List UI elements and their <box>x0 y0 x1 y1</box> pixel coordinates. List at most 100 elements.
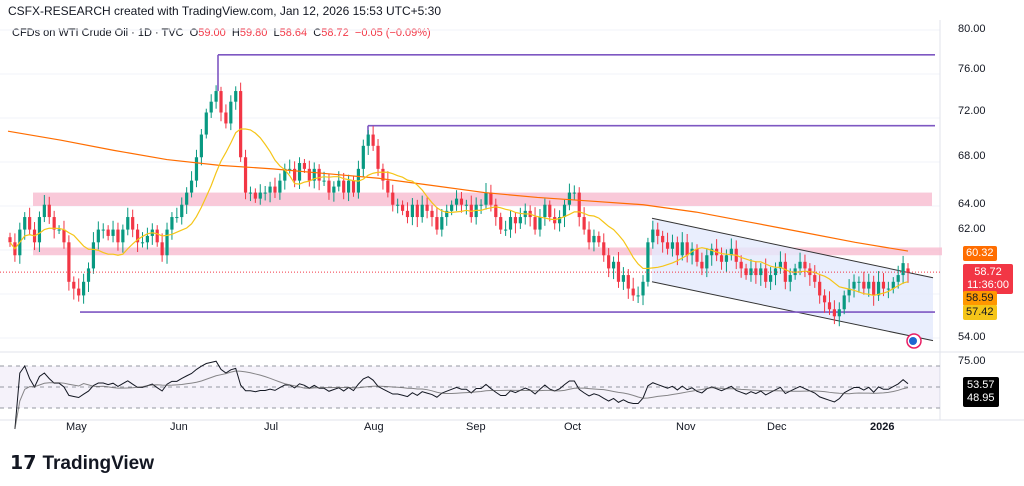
price-tick: 62.00 <box>958 222 986 235</box>
candle <box>101 229 105 231</box>
candle <box>621 275 625 282</box>
candle <box>111 229 115 236</box>
candle <box>420 204 424 218</box>
candle <box>288 168 292 170</box>
last-price-label: 58.72 11:36:00 <box>963 264 1014 294</box>
candle <box>818 281 822 296</box>
candle <box>415 204 419 218</box>
candle <box>695 248 699 262</box>
price-tick: 54.00 <box>958 330 986 343</box>
candle <box>739 261 743 269</box>
candle <box>307 168 311 181</box>
candle <box>96 229 100 243</box>
candle <box>504 229 508 231</box>
candle <box>351 180 356 193</box>
candle <box>626 275 630 289</box>
candle <box>77 288 81 296</box>
candle <box>263 192 267 194</box>
candle <box>764 268 768 282</box>
candle <box>189 180 194 193</box>
candle <box>47 204 51 218</box>
rsi-line <box>14 360 909 430</box>
candle <box>209 101 213 113</box>
resistance-zone <box>33 192 932 206</box>
candle <box>283 168 287 181</box>
rsi-ma-value: 48.95 <box>967 392 995 404</box>
candle <box>587 229 591 243</box>
candle <box>322 180 326 182</box>
candle <box>656 229 660 236</box>
candle <box>23 217 27 230</box>
candle <box>876 281 881 296</box>
candle <box>342 180 346 193</box>
candle <box>454 198 459 205</box>
candle <box>248 192 253 194</box>
candle <box>906 268 910 273</box>
candle <box>827 302 832 310</box>
candle <box>312 168 316 181</box>
candle <box>543 204 547 218</box>
time-tick: May <box>66 421 87 433</box>
candle <box>744 268 748 276</box>
tradingview-logo[interactable]: 𝟭𝟳 TradingView <box>10 452 154 475</box>
candle <box>867 281 871 289</box>
candle <box>582 217 586 230</box>
candle <box>602 242 606 256</box>
time-tick: Oct <box>564 421 582 433</box>
candle <box>680 242 684 256</box>
candle <box>445 210 449 218</box>
candle <box>724 255 729 262</box>
ma-fast-line <box>9 128 909 297</box>
candle <box>538 217 542 230</box>
candle <box>670 242 675 249</box>
candle <box>832 309 836 317</box>
candle <box>661 235 665 243</box>
candle <box>631 288 635 296</box>
candle <box>567 192 572 205</box>
candle <box>710 248 714 256</box>
candle <box>769 275 773 282</box>
candle <box>180 204 184 218</box>
candle <box>822 295 827 303</box>
channel-upper-line <box>651 217 934 279</box>
candle <box>837 309 841 317</box>
ma3-price-label: 57.42 <box>963 305 997 320</box>
candle <box>243 157 248 193</box>
candle <box>665 242 670 249</box>
candle <box>901 263 905 276</box>
candle <box>533 217 537 230</box>
price-tick: 72.00 <box>958 105 986 118</box>
candle <box>86 268 91 282</box>
rsi-value-label: 53.57 48.95 <box>963 377 999 407</box>
candle <box>386 180 390 193</box>
candle <box>842 295 846 310</box>
candle <box>145 235 149 243</box>
candle <box>8 237 12 243</box>
time-tick: Dec <box>767 421 787 433</box>
candle <box>896 275 900 282</box>
candle <box>577 192 581 218</box>
time-tick: Sep <box>466 421 486 433</box>
candle <box>459 198 464 205</box>
candle <box>396 204 400 206</box>
candle <box>131 217 135 230</box>
candle <box>268 186 272 193</box>
candle <box>170 217 174 230</box>
candle <box>239 91 243 158</box>
time-tick: Jul <box>264 421 279 433</box>
candle <box>72 281 76 289</box>
channel-lower-line <box>651 281 934 342</box>
candle <box>160 242 164 256</box>
candle <box>37 217 42 243</box>
bar-countdown: 11:36:00 <box>967 279 1010 291</box>
resistance-zone <box>33 247 942 256</box>
low-label: L <box>273 27 280 39</box>
channel-fill <box>652 218 933 341</box>
candle <box>872 281 876 296</box>
candle <box>813 275 817 282</box>
candle <box>778 261 783 269</box>
candle <box>499 217 503 230</box>
candle <box>798 261 802 269</box>
candle <box>273 186 277 193</box>
